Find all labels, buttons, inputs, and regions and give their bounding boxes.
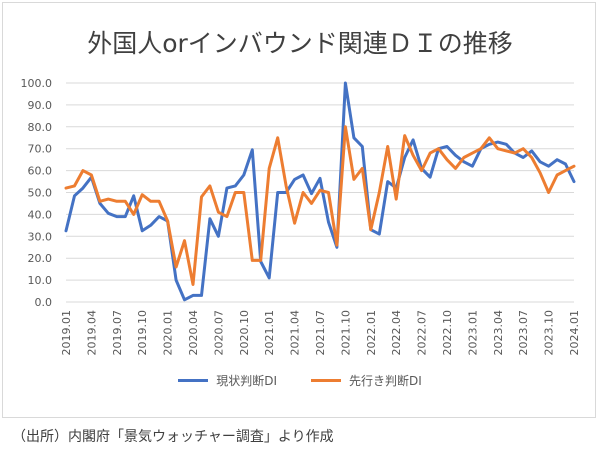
legend-swatch-current bbox=[178, 379, 209, 382]
y-tick-label: 50.0 bbox=[28, 187, 53, 200]
x-tick-label: 2019.10 bbox=[136, 310, 149, 356]
x-tick-label: 2020.04 bbox=[187, 310, 200, 356]
legend-item-outlook: 先行き判断DI bbox=[311, 372, 422, 389]
series-line-current bbox=[64, 81, 576, 302]
y-tick-label: 40.0 bbox=[28, 208, 53, 221]
legend-item-current: 現状判断DI bbox=[178, 372, 277, 389]
series-line-outlook bbox=[64, 125, 576, 286]
x-tick-label: 2019.04 bbox=[85, 310, 98, 356]
x-tick-label: 2020.07 bbox=[212, 310, 225, 356]
x-tick-label: 2023.04 bbox=[492, 310, 505, 356]
y-tick-label: 0.0 bbox=[35, 296, 53, 309]
x-tick-label: 2020.01 bbox=[162, 310, 175, 356]
y-tick-label: 60.0 bbox=[28, 165, 53, 178]
x-tick-label: 2021.01 bbox=[263, 310, 276, 356]
y-tick-label: 30.0 bbox=[28, 230, 53, 243]
x-tick-label: 2022.07 bbox=[416, 310, 429, 356]
y-axis-ticks: 0.0 10.0 20.0 30.0 40.0 50.0 60.0 70.0 80.0 90.0 1… bbox=[21, 77, 53, 309]
x-axis-ticks: 2019.01 2019.04 2019.07 2019.10 2020.01 2020.… bbox=[60, 310, 581, 356]
x-tick-label: 2021.10 bbox=[339, 310, 352, 356]
x-tick-label: 2023.10 bbox=[543, 310, 556, 356]
x-tick-label: 2024.01 bbox=[568, 310, 581, 356]
y-tick-label: 80.0 bbox=[28, 121, 53, 134]
y-tick-label: 90.0 bbox=[28, 99, 53, 112]
legend-label-current: 現状判断DI bbox=[216, 374, 277, 388]
x-tick-label: 2022.01 bbox=[365, 310, 378, 356]
legend-swatch-outlook bbox=[311, 379, 341, 382]
x-tick-label: 2023.01 bbox=[466, 310, 479, 356]
x-tick-label: 2023.07 bbox=[517, 310, 530, 356]
x-tick-label: 2021.07 bbox=[314, 310, 327, 356]
y-tick-label: 10.0 bbox=[28, 274, 53, 287]
y-tick-label: 20.0 bbox=[28, 252, 53, 265]
series-lines bbox=[64, 81, 576, 302]
x-tick-label: 2020.10 bbox=[238, 310, 251, 356]
x-tick-label: 2019.07 bbox=[111, 310, 124, 356]
y-tick-label: 70.0 bbox=[28, 143, 53, 156]
x-tick-label: 2022.04 bbox=[390, 310, 403, 356]
source-note: （出所）内閣府「景気ウォッチャー調査」より作成 bbox=[12, 429, 334, 445]
legend-label-outlook: 先行き判断DI bbox=[349, 374, 422, 388]
legend: 現状判断DI 先行き判断DI bbox=[0, 372, 600, 389]
x-tick-label: 2019.01 bbox=[60, 310, 73, 356]
chart-title: 外国人orインバウンド関連ＤＩの推移 bbox=[87, 29, 513, 58]
y-tick-label: 100.0 bbox=[21, 77, 53, 90]
x-tick-label: 2021.04 bbox=[289, 310, 302, 356]
x-tick-label: 2022.10 bbox=[441, 310, 454, 356]
